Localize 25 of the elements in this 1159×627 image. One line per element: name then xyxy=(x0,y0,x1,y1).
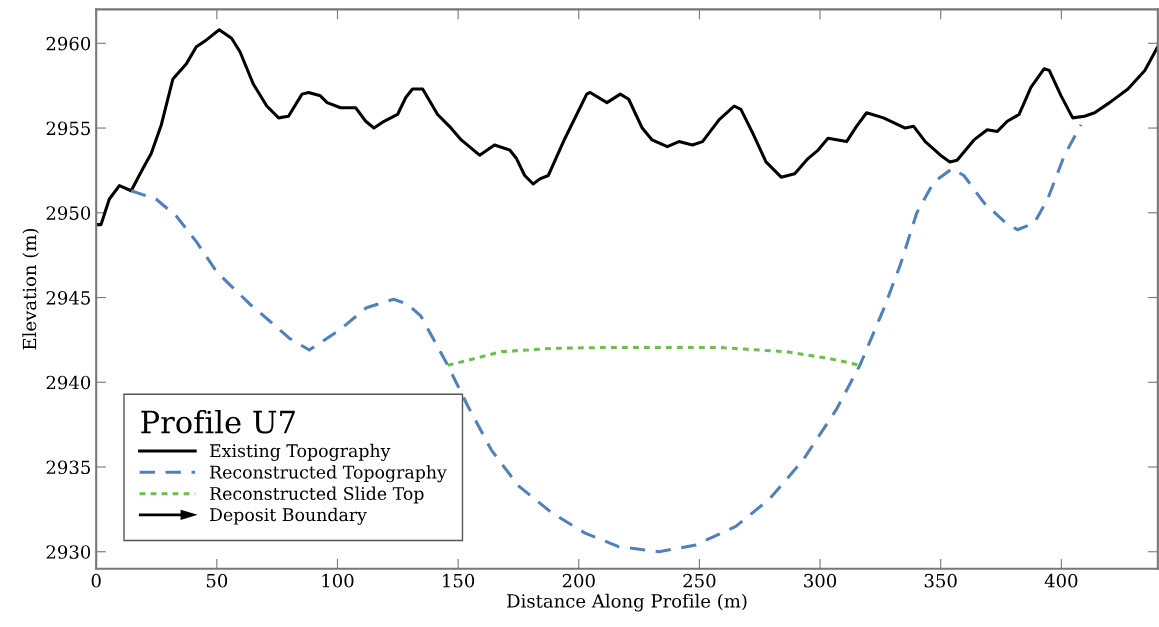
legend-title: Profile U7 xyxy=(141,409,295,434)
x-tick-label: 0 xyxy=(91,573,101,588)
y-tick-label: 2960 xyxy=(46,36,91,51)
y-tick-label: 2940 xyxy=(46,375,91,390)
y-tick-label: 2945 xyxy=(46,290,90,305)
x-tick-label: 250 xyxy=(683,573,716,588)
legend-label: Deposit Boundary xyxy=(210,507,367,525)
x-tick-label: 150 xyxy=(443,573,475,588)
y-tick-label: 2955 xyxy=(46,121,90,136)
y-tick-label: 2935 xyxy=(46,460,90,475)
line-series xyxy=(96,28,1158,227)
x-tick-label: 100 xyxy=(322,573,354,588)
x-axis-title: Distance Along Profile (m) xyxy=(507,593,747,612)
y-tick-label: 2950 xyxy=(46,206,91,220)
legend-label: Existing Topography xyxy=(210,443,391,461)
x-tick-label: 200 xyxy=(562,573,595,588)
x-tick-label: 400 xyxy=(1044,573,1078,588)
x-tick-label: 300 xyxy=(804,573,837,588)
line-series xyxy=(129,123,1083,554)
y-axis-title: Elevation (m) xyxy=(22,228,39,350)
legend-label: Reconstructed Topography xyxy=(210,465,447,483)
legend-label: Reconstructed Slide Top xyxy=(210,486,424,504)
x-tick-label: 50 xyxy=(206,573,228,588)
y-tick-label: 2930 xyxy=(46,545,91,559)
x-tick-label: 350 xyxy=(924,573,957,588)
